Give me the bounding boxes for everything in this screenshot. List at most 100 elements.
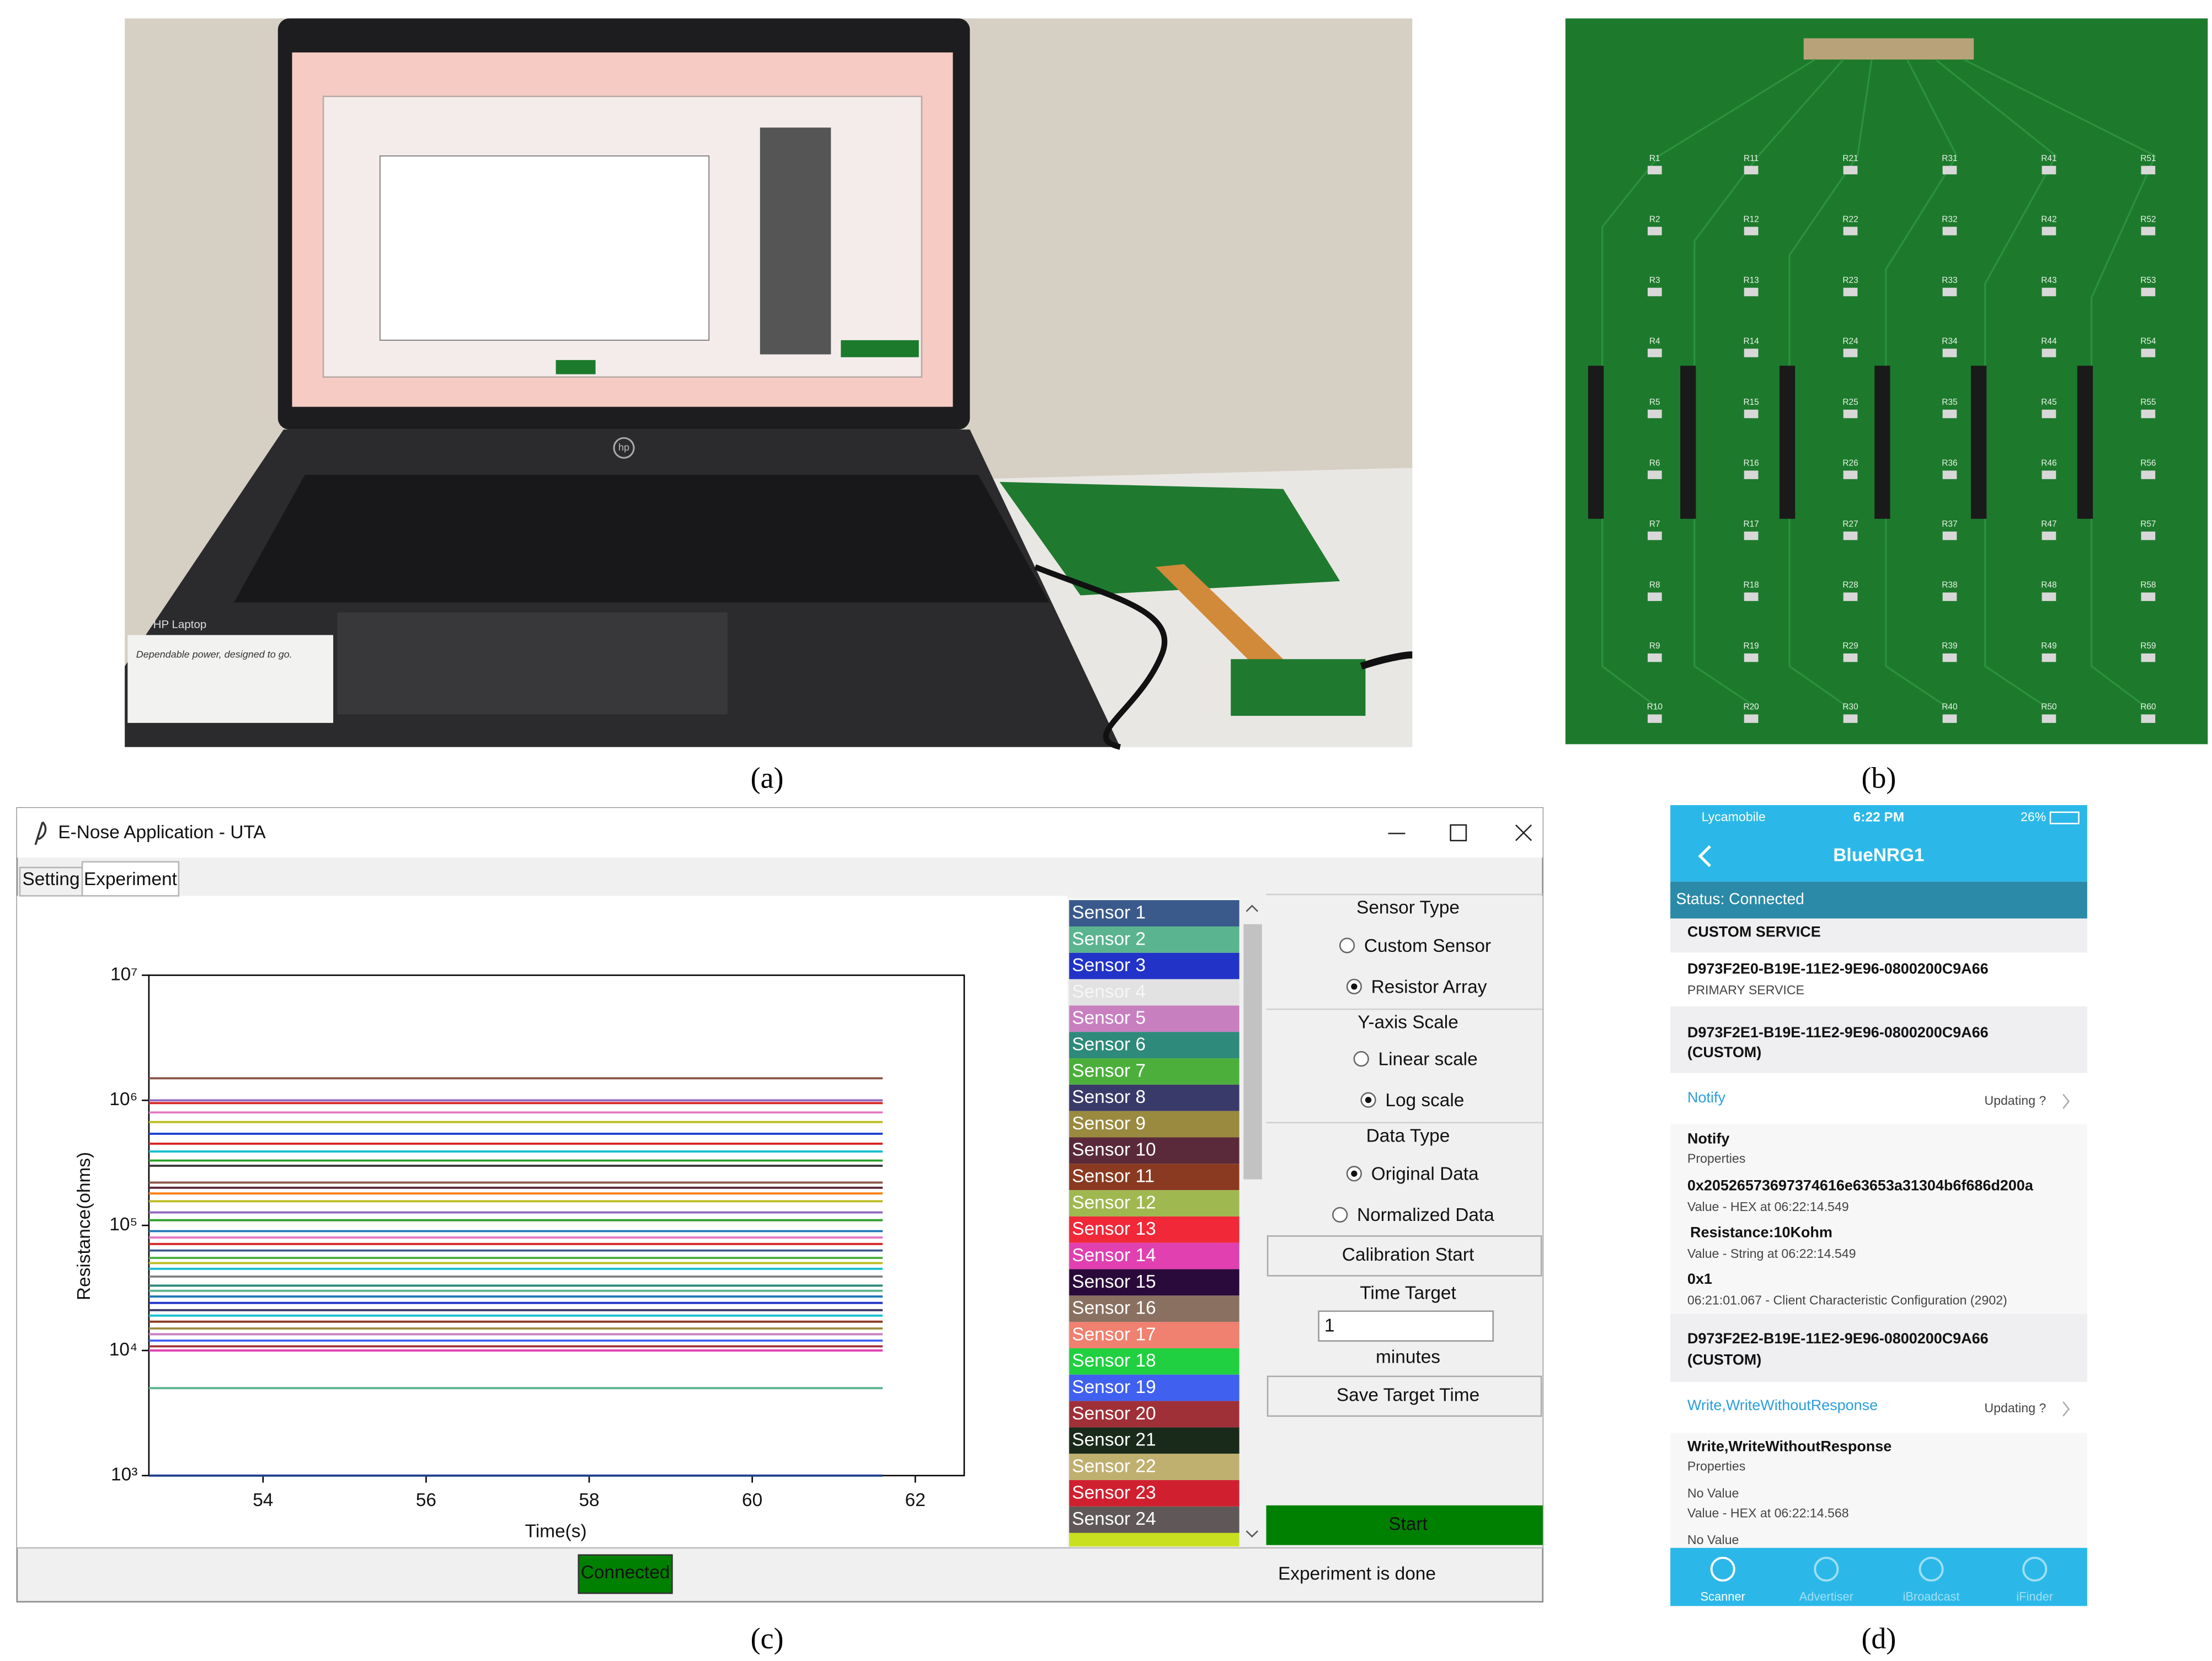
tab-icon[interactable]	[2022, 1556, 2048, 1582]
tab-label[interactable]: iFinder	[2016, 1590, 2053, 1604]
sensor-row[interactable]	[1069, 979, 1239, 1006]
row[interactable]	[1670, 1073, 2087, 1124]
tab-icon[interactable]	[1710, 1556, 1735, 1582]
resistor-label: R26	[1842, 459, 1858, 468]
resistor-label: R40	[1942, 703, 1957, 712]
sensor-name[interactable]: Sensor 9	[1072, 1113, 1146, 1134]
row[interactable]	[1670, 1382, 2087, 1433]
x-axis-label: Time(s)	[525, 1521, 587, 1541]
radio-selected[interactable]	[1351, 983, 1358, 990]
sensor-row[interactable]	[1069, 1005, 1239, 1032]
tab-icon[interactable]	[1814, 1556, 1839, 1582]
sensor-name[interactable]: Sensor 20	[1072, 1403, 1156, 1424]
sensor-name[interactable]: Sensor 19	[1072, 1377, 1156, 1397]
group-label: Sensor Type	[1356, 897, 1460, 918]
pad	[1647, 349, 1662, 357]
tab-label[interactable]: Scanner	[1701, 1590, 1745, 1604]
sensor-row[interactable]	[1069, 1480, 1239, 1507]
scrollbar-thumb[interactable]	[1243, 924, 1262, 1180]
save-button-label[interactable]: Save Target Time	[1337, 1385, 1479, 1406]
radio-label[interactable]: Normalized Data	[1357, 1205, 1494, 1225]
sensor-row[interactable]	[1069, 1506, 1239, 1533]
pad	[1744, 714, 1759, 723]
sensor-name[interactable]: Sensor 12	[1072, 1192, 1156, 1213]
sensor-row[interactable]	[1069, 1401, 1239, 1428]
sensor-name[interactable]: Sensor 5	[1072, 1008, 1146, 1028]
sensor-name[interactable]: Sensor 16	[1072, 1298, 1156, 1319]
radio[interactable]	[1353, 1051, 1369, 1067]
sensor-name[interactable]: Sensor 23	[1072, 1482, 1156, 1503]
radio-selected[interactable]	[1365, 1096, 1372, 1103]
resistor-label: R30	[1842, 703, 1858, 712]
back-button[interactable]	[1698, 845, 1711, 867]
sensor-name[interactable]: Sensor 1	[1072, 902, 1146, 923]
sensor-name[interactable]: Sensor 21	[1072, 1430, 1156, 1450]
sensor-name[interactable]: Sensor 4	[1072, 982, 1146, 1002]
sensor-row[interactable]	[1069, 1137, 1239, 1164]
tab-label[interactable]: Setting	[23, 869, 80, 890]
time-target-value[interactable]: 1	[1324, 1316, 1335, 1336]
maximize-button[interactable]	[1450, 824, 1467, 842]
radio-selected[interactable]	[1351, 1170, 1358, 1177]
sensor-row[interactable]	[1069, 1216, 1239, 1243]
sensor-row[interactable]	[1069, 1032, 1239, 1059]
sensor-list-partial-row	[1069, 1532, 1239, 1547]
time-target-input[interactable]	[1318, 1310, 1494, 1342]
tab-label[interactable]: Advertiser	[1799, 1590, 1853, 1604]
sensor-name[interactable]: Sensor 17	[1072, 1324, 1156, 1344]
sensor-name[interactable]: Sensor 6	[1072, 1035, 1146, 1055]
radio-label[interactable]: Log scale	[1385, 1090, 1464, 1111]
radio-label[interactable]: Custom Sensor	[1364, 936, 1491, 956]
radio-label[interactable]: Original Data	[1371, 1164, 1479, 1185]
radio-label[interactable]: Resistor Array	[1371, 977, 1487, 997]
sensor-name[interactable]: Sensor 13	[1072, 1219, 1156, 1239]
sensor-row[interactable]	[1069, 1348, 1239, 1375]
save-button[interactable]	[1267, 1375, 1542, 1417]
sensor-name[interactable]: Sensor 18	[1072, 1351, 1156, 1371]
calibration-button[interactable]	[1267, 1235, 1542, 1277]
sensor-name[interactable]: Sensor 3	[1072, 955, 1146, 976]
sensor-row[interactable]	[1069, 1058, 1239, 1085]
sensor-row[interactable]	[1069, 1427, 1239, 1454]
sensor-name[interactable]: Sensor 8	[1072, 1087, 1146, 1107]
sensor-name[interactable]: Sensor 15	[1072, 1272, 1156, 1292]
sensor-row[interactable]	[1069, 1269, 1239, 1296]
sensor-row[interactable]	[1069, 1295, 1239, 1322]
sensor-row[interactable]	[1069, 926, 1239, 953]
tab[interactable]	[81, 861, 180, 897]
sensor-row[interactable]	[1069, 1111, 1239, 1138]
sensor-row[interactable]	[1069, 952, 1239, 979]
sensor-row[interactable]	[1069, 1242, 1239, 1269]
tab-icon[interactable]	[1919, 1556, 1944, 1582]
sensor-name[interactable]: Sensor 11	[1072, 1166, 1155, 1187]
pin-header	[2077, 366, 2093, 519]
sensor-row[interactable]	[1069, 1084, 1239, 1111]
sensor-row[interactable]	[1069, 1322, 1239, 1348]
sensor-name[interactable]: Sensor 7	[1072, 1060, 1146, 1081]
radio-label[interactable]: Linear scale	[1379, 1049, 1478, 1069]
pad	[1843, 349, 1858, 357]
start-button[interactable]	[1266, 1505, 1543, 1545]
tab-label[interactable]: Experiment	[84, 869, 178, 890]
sensor-row[interactable]	[1069, 1190, 1239, 1217]
sensor-name[interactable]: Sensor 22	[1072, 1456, 1156, 1476]
sensor-name[interactable]: Sensor 14	[1072, 1245, 1156, 1266]
sensor-row[interactable]	[1069, 1374, 1239, 1401]
sensor-row[interactable]	[1069, 1454, 1239, 1481]
sensor-row[interactable]	[1069, 900, 1239, 927]
sensor-name[interactable]: Sensor 2	[1072, 929, 1146, 949]
scroll-arrows[interactable]	[1246, 904, 1258, 1538]
sensor-name[interactable]: Sensor 24	[1072, 1509, 1156, 1529]
radio[interactable]	[1332, 1207, 1348, 1223]
action-link[interactable]: Write,WriteWithoutResponse	[1687, 1397, 1878, 1413]
radio[interactable]	[1339, 937, 1355, 953]
sensor-row[interactable]	[1069, 1164, 1239, 1191]
pad	[1744, 165, 1759, 175]
calibration-button-label[interactable]: Calibration Start	[1342, 1245, 1474, 1265]
start-button-label[interactable]: Start	[1388, 1514, 1428, 1535]
close-button[interactable]	[1515, 824, 1532, 842]
tab-label[interactable]: iBroadcast	[1903, 1590, 1959, 1604]
action-link[interactable]: Notify	[1687, 1089, 1725, 1106]
x-tick-label: 58	[579, 1490, 599, 1510]
sensor-name[interactable]: Sensor 10	[1072, 1140, 1156, 1160]
